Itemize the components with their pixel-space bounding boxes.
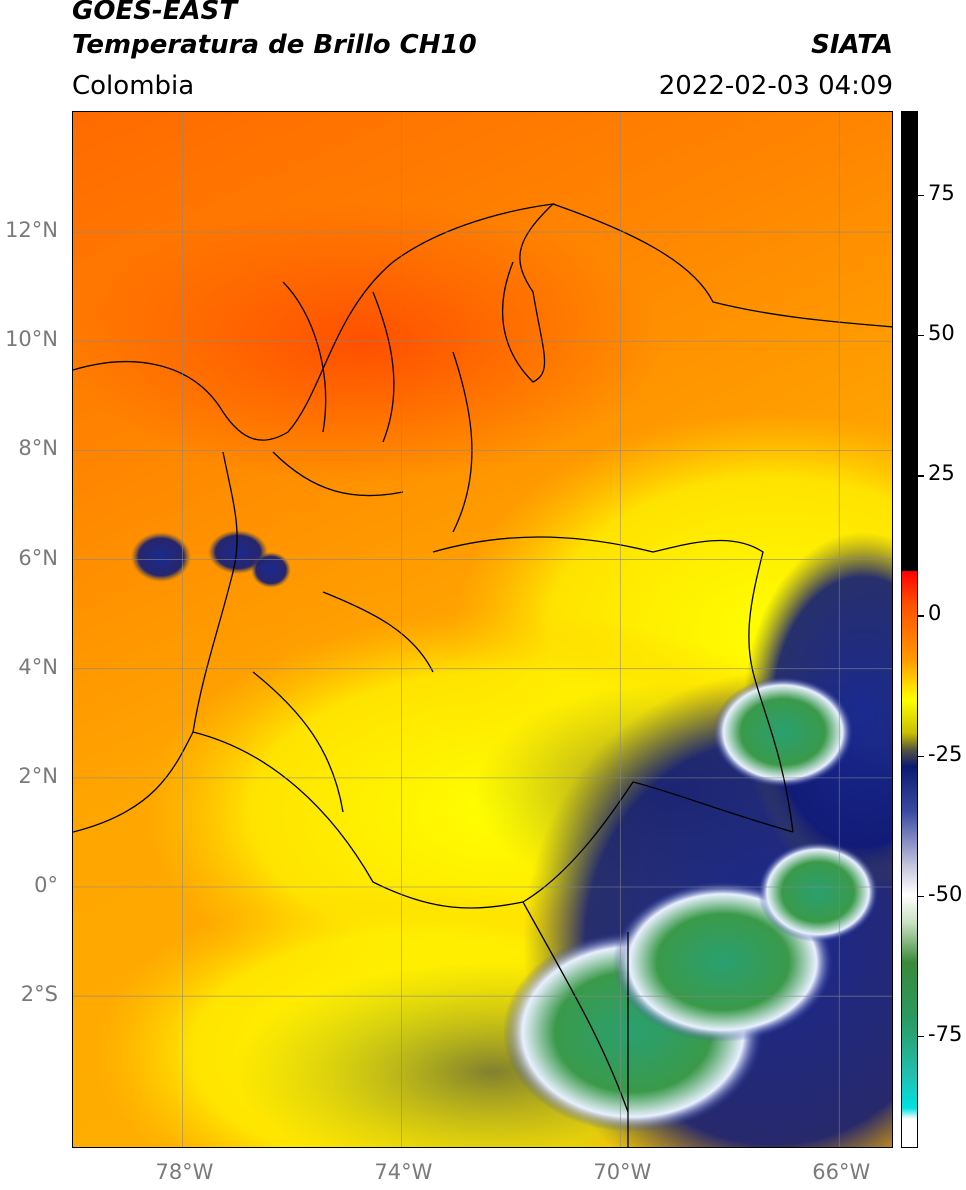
colorbar-tick-mark [918, 195, 924, 197]
colorbar-tick-label: 25 [928, 461, 955, 486]
warm-region [73, 202, 663, 482]
deep-convection-3 [713, 677, 853, 787]
latitude-tick-label: 0° [34, 873, 58, 898]
title-product: Temperatura de Brillo CH10 [72, 30, 477, 60]
latitude-tick-label: 6°N [18, 545, 58, 570]
region-label: Colombia [72, 71, 195, 101]
colorbar-tick-mark [918, 475, 924, 477]
longitude-tick-label: 74°W [374, 1160, 433, 1184]
borders [73, 203, 892, 1147]
cloud-antioquia [251, 552, 291, 588]
colorbar [901, 111, 918, 1148]
brazil-border [522, 781, 794, 903]
title-source: SIATA [811, 30, 893, 60]
longitude-tick-label: 78°W [155, 1160, 214, 1184]
latitude-tick-label: 8°N [18, 436, 58, 461]
latitude-tick-label: 4°N [18, 654, 58, 679]
cloud-pacific [131, 532, 191, 582]
latitude-tick-label: 2°N [18, 763, 58, 788]
colorbar-tick-label: 50 [928, 321, 955, 346]
latitude-tick-label: 10°N [5, 327, 58, 352]
venezuela-coast [552, 203, 892, 328]
longitude-tick-label: 66°W [812, 1160, 871, 1184]
pacific-coast [73, 451, 238, 833]
satellite-map [72, 111, 893, 1148]
latitude-tick-label: 12°N [5, 218, 58, 243]
graticule [73, 112, 892, 1147]
colorbar-tick-mark [918, 755, 924, 757]
longitude-tick-label: 70°W [593, 1160, 652, 1184]
deep-convection-4 [758, 842, 878, 942]
colorbar-tick-mark [918, 895, 924, 897]
colorbar-tick-mark [918, 615, 924, 617]
colorbar-tick-label: -25 [928, 741, 963, 766]
caribbean-coast [73, 203, 555, 441]
colorbar-tick-label: 75 [928, 181, 955, 206]
colorbar-tick-label: -50 [928, 881, 963, 906]
latitude-tick-label: 2°S [20, 982, 58, 1007]
colorbar-tick-label: 0 [928, 601, 942, 626]
venezuela-border [432, 536, 794, 833]
colorbar-tick-label: -75 [928, 1021, 963, 1046]
title-satellite: GOES-EAST [72, 0, 238, 26]
map-canvas [73, 112, 892, 1147]
colorbar-tick-mark [918, 1035, 924, 1038]
ecuador-peru-border [192, 731, 629, 1113]
colorbar-tick-mark [918, 335, 924, 337]
datetime-label: 2022-02-03 04:09 [658, 71, 893, 101]
department-borders [252, 281, 473, 813]
